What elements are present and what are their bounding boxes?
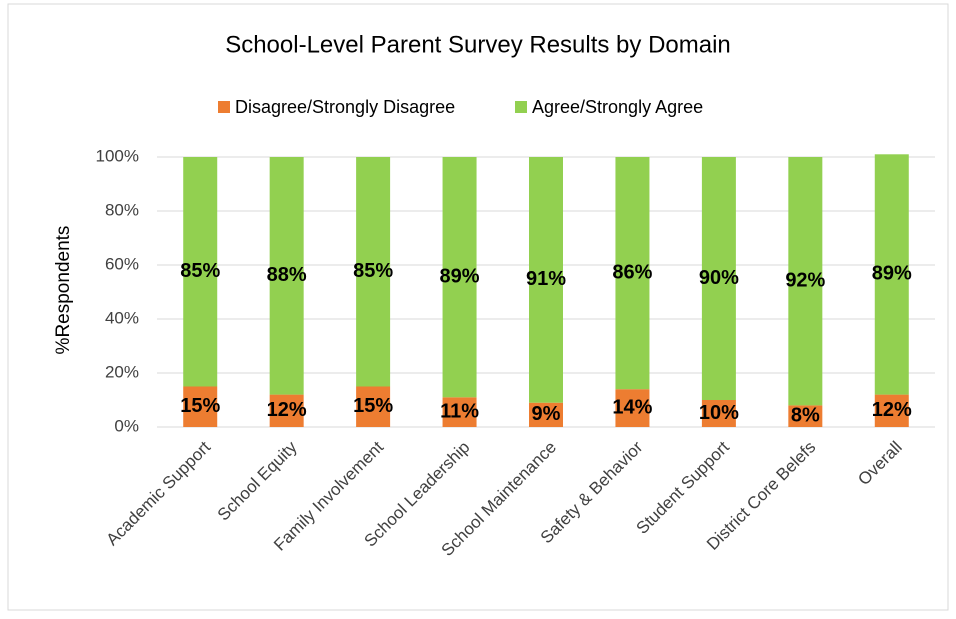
bar-segment bbox=[615, 157, 650, 390]
bar-segment bbox=[788, 405, 823, 427]
legend-label: Disagree/Strongly Disagree bbox=[235, 97, 455, 117]
bar-segment bbox=[615, 389, 650, 427]
y-tick-label: 100% bbox=[96, 146, 139, 165]
bar-segment bbox=[529, 157, 563, 403]
bar-segment bbox=[701, 157, 736, 400]
bar-segment bbox=[356, 386, 391, 427]
data-label: 85% bbox=[180, 260, 220, 282]
y-tick-label: 20% bbox=[105, 362, 139, 381]
y-tick-label: 40% bbox=[105, 308, 139, 327]
legend-swatch bbox=[515, 101, 527, 113]
bar-segment bbox=[874, 394, 909, 427]
bar-segment bbox=[442, 397, 477, 427]
y-tick-label: 0% bbox=[114, 416, 139, 435]
bar-segment bbox=[269, 157, 304, 395]
data-label: 14% bbox=[612, 396, 652, 418]
data-label: 12% bbox=[267, 399, 307, 421]
data-label: 91% bbox=[526, 268, 566, 290]
bar-segment bbox=[183, 157, 218, 387]
bar-segment bbox=[874, 154, 909, 395]
data-label: 15% bbox=[180, 395, 220, 417]
data-label: 88% bbox=[267, 264, 307, 286]
data-label: 85% bbox=[353, 260, 393, 282]
data-label: 92% bbox=[785, 269, 825, 291]
data-label: 11% bbox=[440, 400, 479, 422]
bar-segment bbox=[788, 157, 823, 406]
legend-label: Agree/Strongly Agree bbox=[532, 97, 703, 117]
y-tick-label: 80% bbox=[105, 200, 139, 219]
data-label: 10% bbox=[699, 402, 739, 424]
data-label: 89% bbox=[872, 263, 912, 285]
data-label: 9% bbox=[532, 403, 561, 425]
data-label: 15% bbox=[353, 395, 393, 417]
chart-title: School-Level Parent Survey Results by Do… bbox=[225, 31, 731, 58]
bar-segment bbox=[529, 402, 563, 427]
data-label: 90% bbox=[699, 267, 739, 289]
y-tick-label: 60% bbox=[105, 254, 139, 273]
data-label: 86% bbox=[612, 261, 652, 283]
bar-segment bbox=[701, 400, 736, 427]
y-axis-title: %Respondents bbox=[53, 226, 74, 355]
bar-segment bbox=[183, 386, 218, 427]
bar-segment bbox=[356, 157, 391, 387]
data-label: 89% bbox=[440, 265, 480, 287]
bar-segment bbox=[442, 157, 477, 398]
legend-swatch bbox=[218, 101, 230, 113]
bar-segment bbox=[269, 394, 304, 427]
data-label: 8% bbox=[791, 404, 820, 426]
data-label: 12% bbox=[872, 399, 912, 421]
